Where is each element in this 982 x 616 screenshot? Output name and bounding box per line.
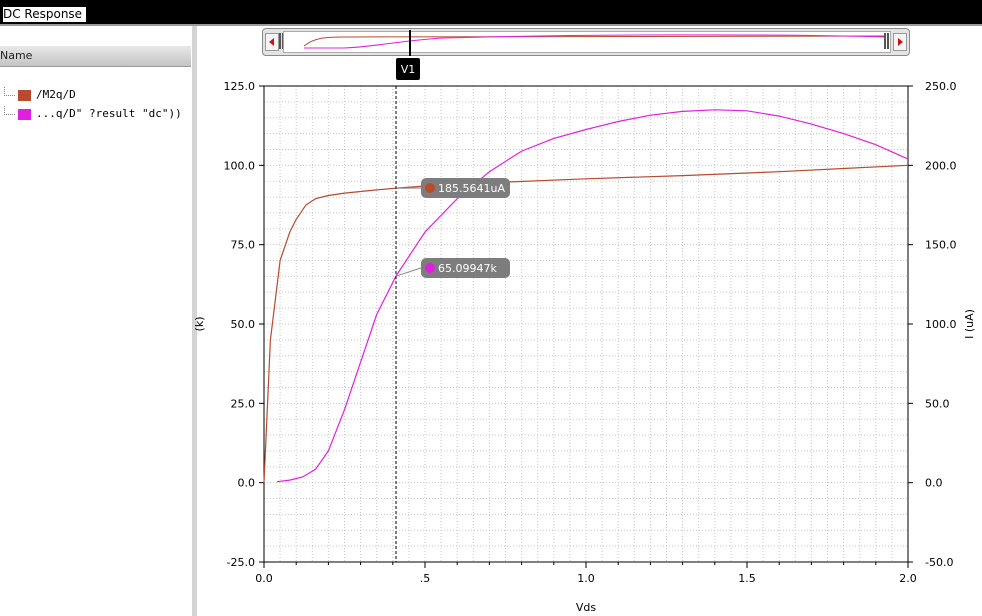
signal-panel: Name /M2q/D ...q/D" ?result "dc")) bbox=[0, 26, 193, 616]
grid bbox=[263, 85, 909, 563]
marker-value: 65.09947k bbox=[438, 262, 497, 275]
signal-row-result-dc[interactable]: ...q/D" ?result "dc")) bbox=[4, 106, 182, 122]
x-tick-label: 2.0 bbox=[899, 572, 917, 585]
tree-connector bbox=[4, 87, 15, 96]
signal-swatch-icon bbox=[18, 108, 31, 120]
title-bar: DC Response bbox=[0, 0, 982, 26]
left-tick-label: 100.0 bbox=[224, 159, 256, 172]
x-axis-label: Vds bbox=[576, 601, 597, 614]
left-tick-label: 25.0 bbox=[231, 397, 256, 410]
left-tick-label: 125.0 bbox=[224, 80, 256, 93]
title-accent bbox=[0, 24, 982, 26]
arrow-left-icon bbox=[269, 38, 274, 46]
x-tick-label: 1.0 bbox=[577, 572, 595, 585]
cursor-tag[interactable] bbox=[396, 58, 420, 80]
scroll-right-button[interactable] bbox=[893, 33, 907, 51]
right-axis-label: I (uA) bbox=[963, 309, 976, 339]
marker-dot-icon bbox=[425, 263, 435, 273]
x-tick-label: .5 bbox=[420, 572, 431, 585]
right-tick-label: 250.0 bbox=[925, 80, 957, 93]
arrow-right-icon bbox=[898, 38, 903, 46]
right-tick-label: 100.0 bbox=[925, 318, 957, 331]
tree-connector bbox=[4, 106, 15, 115]
marker-dot-icon bbox=[425, 183, 435, 193]
left-tick-label: -25.0 bbox=[227, 556, 255, 569]
marker-leader bbox=[395, 267, 422, 277]
marker-box bbox=[421, 258, 510, 278]
signal-label: /M2q/D bbox=[36, 88, 76, 101]
marker-value: 185.5641uA bbox=[438, 182, 505, 195]
left-tick-label: 75.0 bbox=[231, 239, 256, 252]
window-title: DC Response bbox=[3, 7, 87, 22]
right-tick-label: -50.0 bbox=[925, 556, 953, 569]
x-axis: 0.0 .5 1.0 1.5 2.0 bbox=[255, 562, 917, 585]
cursor-label: V1 bbox=[401, 63, 416, 76]
signal-label: ...q/D" ?result "dc")) bbox=[36, 107, 182, 120]
plot-frame bbox=[263, 85, 909, 563]
signal-swatch-icon bbox=[18, 89, 31, 101]
right-tick-label: 0.0 bbox=[925, 477, 943, 490]
series-line-0 bbox=[263, 164, 909, 483]
signal-row-m2q-d[interactable]: /M2q/D bbox=[4, 87, 76, 103]
panel-splitter[interactable] bbox=[192, 26, 197, 616]
right-tick-label: 150.0 bbox=[925, 239, 957, 252]
x-tick-label: 0.0 bbox=[255, 572, 273, 585]
series-line-1 bbox=[276, 109, 909, 483]
overview-plot[interactable] bbox=[283, 31, 891, 53]
right-tick-label: 50.0 bbox=[925, 397, 950, 410]
scroll-left-button[interactable] bbox=[265, 33, 279, 51]
right-axis: 250.0 200.0 150.0 100.0 50.0 0.0 -50.0 bbox=[908, 80, 957, 569]
right-tick-label: 200.0 bbox=[925, 159, 957, 172]
name-column-header[interactable]: Name bbox=[0, 46, 191, 67]
overview-traces bbox=[303, 34, 885, 49]
left-axis: 125.0 100.0 75.0 50.0 25.0 0.0 -25.0 bbox=[224, 80, 264, 569]
series-group bbox=[263, 109, 909, 483]
marker-box bbox=[421, 178, 510, 198]
range-right-handle[interactable] bbox=[884, 33, 889, 49]
left-tick-label: 0.0 bbox=[238, 477, 256, 490]
markers: 185.5641uA 65.09947k bbox=[395, 178, 510, 278]
left-tick-label: 50.0 bbox=[231, 318, 256, 331]
x-tick-label: 1.5 bbox=[738, 572, 756, 585]
overview-strip[interactable] bbox=[262, 28, 910, 56]
